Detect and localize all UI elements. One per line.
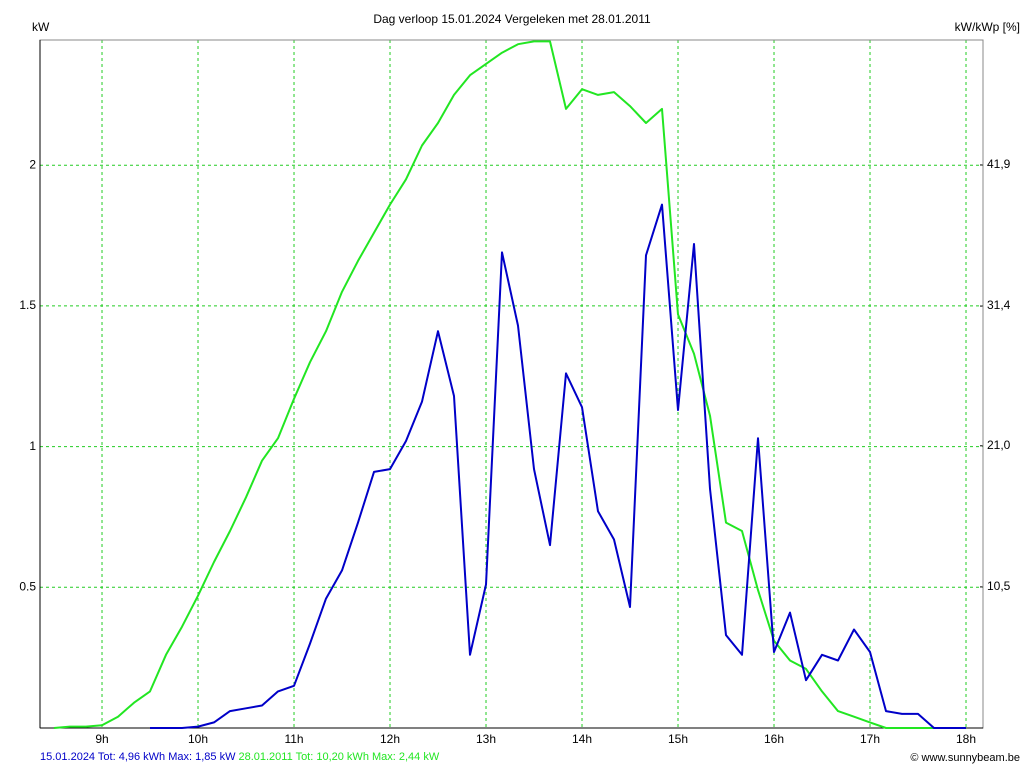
x-tick-label: 10h [188, 732, 208, 746]
y2-tick-label: 31,4 [987, 298, 1011, 312]
y-tick-label: 0.5 [19, 579, 36, 593]
x-tick-label: 15h [668, 732, 688, 746]
x-tick-label: 13h [476, 732, 496, 746]
y-tick-label: 1.5 [19, 298, 36, 312]
y-tick-label: 2 [29, 157, 36, 171]
y-axis-label: kW [32, 20, 50, 34]
y-tick-label: 1 [29, 439, 36, 453]
x-tick-label: 18h [956, 732, 976, 746]
y2-tick-label: 10,5 [987, 579, 1011, 593]
plot-frame [39, 39, 984, 729]
x-tick-label: 14h [572, 732, 592, 746]
series-line [150, 203, 966, 729]
credit: © www.sunnybeam.be [910, 752, 1020, 764]
chart-title: Dag verloop 15.01.2024 Vergeleken met 28… [373, 12, 651, 26]
y2-axis-label: kW/kWp [%] [955, 20, 1020, 34]
x-tick-label: 9h [95, 732, 108, 746]
x-tick-label: 12h [380, 732, 400, 746]
x-tick-label: 17h [860, 732, 880, 746]
series-line [53, 40, 966, 729]
y2-tick-label: 21,0 [987, 438, 1011, 452]
x-tick-label: 11h [284, 732, 303, 746]
x-tick-label: 16h [764, 732, 784, 746]
legend-entry: 28.01.2011 Tot: 10,20 kWh Max: 2,44 kW [238, 751, 439, 763]
y2-tick-label: 41,9 [987, 157, 1011, 171]
legend-entry: 15.01.2024 Tot: 4,96 kWh Max: 1,85 kW [40, 751, 236, 763]
